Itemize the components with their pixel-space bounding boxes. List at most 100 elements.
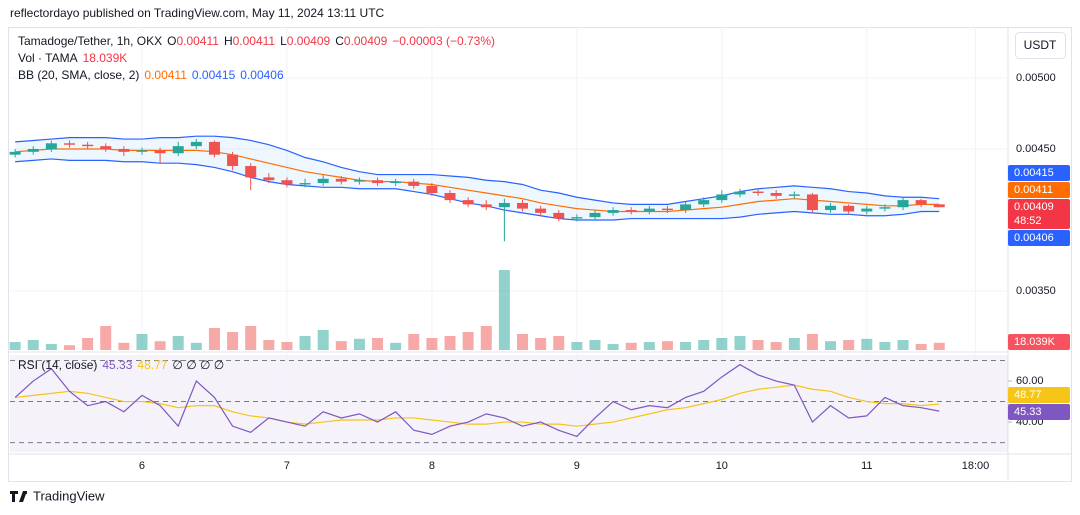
rsi-tick-label: 60.00	[1016, 375, 1044, 387]
candle-body	[861, 208, 873, 212]
x-tick-label: 18:00	[962, 460, 990, 472]
candle-body	[317, 178, 329, 184]
x-tick-label: 8	[429, 460, 435, 472]
volume-bar	[82, 338, 94, 350]
volume-bar	[843, 340, 855, 350]
bb-upper-value: 0.00415	[192, 68, 236, 82]
volume-bar	[408, 334, 420, 350]
volume-bar	[516, 334, 528, 350]
volume-bar	[390, 342, 402, 350]
volume-bar	[825, 341, 837, 350]
y-tick-label: 0.00450	[1016, 143, 1056, 155]
volume-bar	[897, 340, 909, 350]
y-tick-label: 0.00500	[1016, 72, 1056, 84]
volume-bar	[353, 338, 365, 350]
volume-bar	[698, 340, 710, 350]
volume-bar	[372, 338, 384, 350]
legend-row: Vol · TAMA 18.039K	[18, 51, 127, 65]
candle-body	[82, 144, 94, 147]
x-tick-label: 10	[716, 460, 728, 472]
candle-body	[353, 180, 365, 182]
volume-bar	[136, 334, 148, 350]
volume-bar	[716, 338, 728, 350]
candle-body	[335, 178, 347, 182]
candle-body	[190, 141, 202, 147]
candle-body	[444, 193, 456, 201]
close-badge-bg	[1008, 199, 1070, 229]
candle-body	[553, 212, 565, 219]
change: −0.00003 (−0.73%)	[392, 34, 495, 48]
volume-bar	[118, 342, 130, 350]
volume-bar	[480, 326, 492, 350]
candle-body	[607, 210, 619, 213]
volume-bar	[9, 342, 21, 350]
candle-body	[806, 194, 818, 211]
rsi-value: 45.33	[102, 358, 132, 372]
volume-bar	[462, 332, 474, 350]
candle-body	[661, 208, 673, 211]
candle-body	[118, 148, 130, 152]
candle-body	[752, 191, 764, 194]
volume-bar	[154, 341, 166, 350]
volume-bar	[190, 342, 202, 350]
brand-logo: TradingView	[10, 488, 105, 503]
legend-row: BB (20, SMA, close, 2) 0.00411 0.00415 0.00…	[18, 68, 284, 82]
candle-body	[154, 150, 166, 154]
volume-bar	[806, 334, 818, 350]
candle-body	[208, 141, 220, 155]
volume-bar	[933, 342, 945, 350]
volume-bar	[263, 340, 275, 350]
volume-bar	[589, 340, 601, 350]
candle-body	[589, 212, 601, 218]
volume-bar	[788, 338, 800, 350]
currency-label[interactable]: USDT	[1024, 38, 1057, 52]
brand-icon	[10, 491, 27, 502]
volume-bar	[208, 328, 220, 350]
candle-body	[281, 180, 293, 185]
bb-lower	[15, 158, 940, 221]
x-tick-label: 11	[861, 460, 872, 472]
candle-body	[571, 217, 583, 219]
high-value: 0.00411	[233, 34, 276, 48]
volume-bar	[770, 342, 782, 350]
candle-body	[100, 146, 112, 149]
rsi-badge-bg	[1008, 404, 1070, 420]
candle-body	[45, 143, 57, 149]
candle-body	[770, 193, 782, 196]
candle-body	[680, 204, 692, 211]
candle-body	[535, 208, 547, 213]
candle-body	[227, 154, 239, 167]
currency-button[interactable]	[1015, 32, 1066, 59]
volume-bar	[553, 336, 565, 350]
volume-bar	[227, 332, 239, 350]
volume-bar	[607, 344, 619, 350]
candle-body	[136, 150, 148, 152]
rsi-ma-badge-bg	[1008, 387, 1070, 403]
candle-body	[63, 143, 75, 145]
legend: Tamadoge/Tether, 1h, OKX O0.00411 H0.00411…	[18, 34, 495, 372]
volume-bar	[245, 326, 257, 350]
bb-basis	[15, 148, 940, 213]
candle-body	[788, 194, 800, 196]
candle-body	[372, 180, 384, 184]
candle-body	[643, 208, 655, 212]
candle-body	[516, 202, 528, 209]
published-line: reflectordayo published on TradingView.c…	[10, 6, 385, 20]
volume-bar	[63, 345, 75, 350]
y-tick-label: 0.00350	[1016, 285, 1056, 297]
rsi-background	[10, 355, 1008, 452]
volume-bar	[317, 330, 329, 350]
bb-basis-badge: 0.00411	[1014, 184, 1053, 196]
candle-body	[390, 181, 402, 184]
symbol: Tamadoge/Tether, 1h, OKX	[18, 34, 162, 48]
volume-bar	[752, 340, 764, 350]
candle-body	[734, 191, 746, 195]
chart-frame	[8, 27, 1072, 482]
rsi-title: RSI (14, close)	[18, 358, 97, 372]
legend-row: Tamadoge/Tether, 1h, OKX O0.00411 H0.00411…	[18, 34, 495, 48]
volume-bar	[281, 342, 293, 350]
x-tick-label: 9	[574, 460, 580, 472]
volume-title: Vol · TAMA	[18, 51, 78, 65]
volume-badge: 18.039K	[1014, 336, 1056, 348]
candle-body	[625, 210, 637, 212]
